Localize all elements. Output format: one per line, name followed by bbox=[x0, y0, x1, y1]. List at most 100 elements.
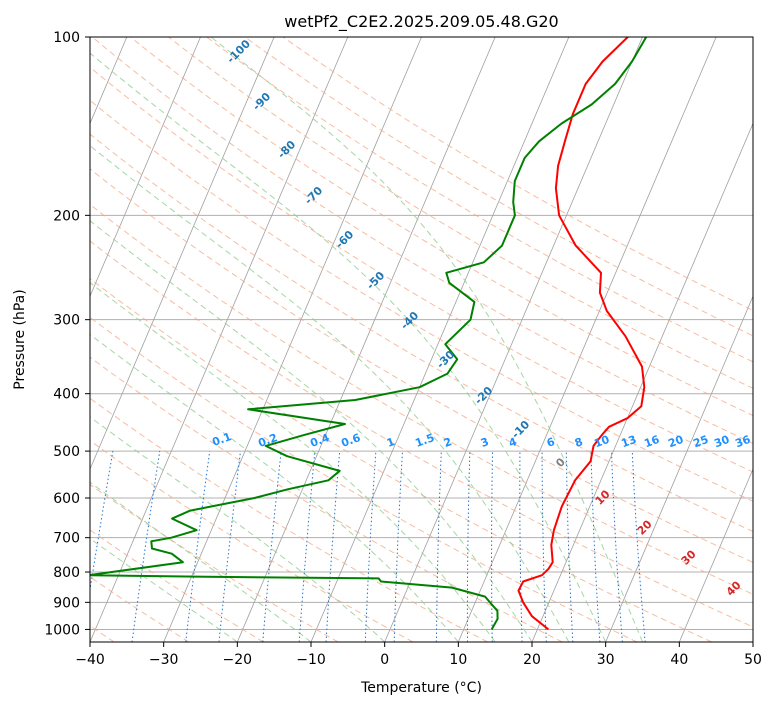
y-tick-label: 900 bbox=[53, 595, 80, 611]
moist-adiabat-line bbox=[90, 281, 496, 642]
isotherm-label: -70 bbox=[302, 184, 325, 207]
y-tick-label: 800 bbox=[53, 565, 80, 581]
dry-adiabat-line bbox=[90, 203, 753, 595]
mixing-ratio-label: 10 bbox=[592, 433, 611, 451]
moist-adiabat-line bbox=[90, 220, 533, 642]
x-tick-label: −30 bbox=[149, 652, 179, 668]
moist-adiabat-line bbox=[90, 333, 459, 642]
isotherm-label: 30 bbox=[679, 547, 699, 567]
mixing-ratio-label: 30 bbox=[712, 433, 731, 451]
dry-adiabat-line bbox=[90, 316, 638, 642]
x-tick-label: 30 bbox=[597, 652, 615, 668]
series-layer bbox=[90, 37, 648, 631]
dewpoint-profile-line bbox=[90, 37, 648, 630]
mixing-ratio-line bbox=[218, 451, 241, 642]
isotherm-label: -90 bbox=[250, 90, 273, 113]
isotherm-line bbox=[236, 37, 496, 642]
isotherm-line bbox=[605, 295, 753, 642]
mixing-ratio-line bbox=[491, 451, 494, 642]
chart-title: wetPf2_C2E2.2025.209.05.48.G20 bbox=[284, 12, 558, 32]
isotherm-label: -30 bbox=[434, 348, 457, 371]
mixing-ratio-line bbox=[262, 451, 282, 642]
moist-adiabat-line bbox=[90, 481, 312, 642]
isotherm-line bbox=[163, 37, 422, 642]
isotherm-line bbox=[678, 468, 753, 642]
isotherm-line bbox=[531, 122, 753, 642]
mixing-ratio-label: 36 bbox=[733, 433, 752, 451]
isotherm-label: 10 bbox=[593, 487, 613, 507]
mixing-ratio-label: 6 bbox=[545, 435, 557, 450]
isotherm-label: 40 bbox=[724, 578, 744, 598]
x-tick-label: 40 bbox=[670, 652, 688, 668]
mixing-ratio-label: 4 bbox=[507, 435, 519, 450]
dry-adiabat-line bbox=[90, 483, 339, 642]
y-tick-label: 400 bbox=[53, 387, 80, 403]
mixing-ratio-line bbox=[565, 451, 574, 642]
mixing-ratio-label: 0.1 bbox=[210, 430, 233, 449]
mixing-ratio-line bbox=[90, 451, 114, 593]
isotherm-line bbox=[384, 37, 643, 642]
moist-adiabat-line bbox=[90, 537, 238, 642]
dry-adiabat-line bbox=[90, 66, 753, 473]
isotherm-line bbox=[752, 640, 753, 642]
mixing-ratio-line bbox=[631, 451, 646, 642]
isotherm-label: -20 bbox=[472, 384, 495, 407]
isotherm-label: -80 bbox=[275, 138, 298, 161]
mixing-ratio-label: 0.6 bbox=[339, 431, 362, 450]
dry-adiabat-line bbox=[90, 529, 264, 642]
mixing-ratio-line bbox=[435, 451, 442, 642]
mixing-ratio-label: 20 bbox=[666, 433, 685, 451]
mixing-ratio-label: 0.2 bbox=[256, 431, 279, 450]
mixing-ratio-label: 25 bbox=[691, 433, 710, 450]
x-axis-label: Temperature (°C) bbox=[360, 680, 482, 696]
dry-adiabat-line bbox=[90, 356, 563, 642]
mixing-ratio-label: 1 bbox=[385, 435, 397, 450]
isotherm-line bbox=[457, 37, 717, 642]
background-lines bbox=[90, 37, 753, 642]
mixing-ratio-label: 1.5 bbox=[413, 431, 436, 450]
dry-adiabat-line bbox=[90, 168, 753, 563]
isotherm-line bbox=[90, 37, 349, 642]
mixing-ratio-label: 0.4 bbox=[308, 431, 331, 450]
dry-adiabat-line bbox=[282, 37, 753, 312]
mixing-ratio-label: 16 bbox=[642, 433, 661, 451]
x-tick-label: 10 bbox=[449, 652, 467, 668]
dry-adiabat-line bbox=[91, 37, 753, 444]
x-tick-label: −10 bbox=[296, 652, 326, 668]
mixing-ratio-label: 8 bbox=[573, 435, 585, 450]
y-tick-label: 1000 bbox=[44, 622, 80, 638]
isotherm-label: -100 bbox=[224, 37, 253, 66]
dry-adiabat-line bbox=[90, 397, 488, 642]
mixing-ratio-line bbox=[131, 451, 161, 642]
x-tick-label: −20 bbox=[223, 652, 253, 668]
plot-frame bbox=[89, 36, 754, 643]
moist-adiabat-line bbox=[90, 416, 386, 642]
y-tick-label: 500 bbox=[53, 444, 80, 460]
x-tick-label: −40 bbox=[75, 652, 105, 668]
dry-adiabat-line bbox=[206, 37, 753, 363]
x-axis: −40 −30 −20 −10 0 10 20 30 40 50 bbox=[75, 642, 762, 668]
mixing-ratio-label: 2 bbox=[442, 435, 454, 450]
x-tick-label: 50 bbox=[744, 652, 762, 668]
mixing-ratio-line bbox=[185, 451, 211, 642]
y-tick-label: 600 bbox=[53, 491, 80, 507]
x-tick-label: 0 bbox=[380, 652, 389, 668]
moist-adiabat-line bbox=[210, 37, 643, 642]
y-tick-label: 200 bbox=[53, 208, 80, 224]
y-tick-label: 700 bbox=[53, 531, 80, 547]
isotherm-line bbox=[90, 37, 201, 298]
dry-adiabat-line bbox=[90, 99, 753, 502]
moist-adiabat-line bbox=[90, 52, 607, 642]
dry-adiabat-line bbox=[90, 133, 753, 533]
y-tick-label: 300 bbox=[53, 313, 80, 329]
dry-adiabat-line bbox=[130, 37, 753, 417]
mixing-ratio-line bbox=[611, 451, 623, 642]
mixing-ratio-label: 3 bbox=[479, 435, 491, 450]
mixing-ratio-label: 13 bbox=[619, 433, 638, 450]
x-tick-label: 20 bbox=[523, 652, 541, 668]
dry-adiabat-line bbox=[90, 240, 753, 628]
moist-adiabat-line bbox=[90, 145, 570, 642]
y-axis: 100 200 300 400 500 600 700 800 900 1000 bbox=[44, 30, 90, 638]
isotherm-label: -60 bbox=[333, 228, 356, 251]
